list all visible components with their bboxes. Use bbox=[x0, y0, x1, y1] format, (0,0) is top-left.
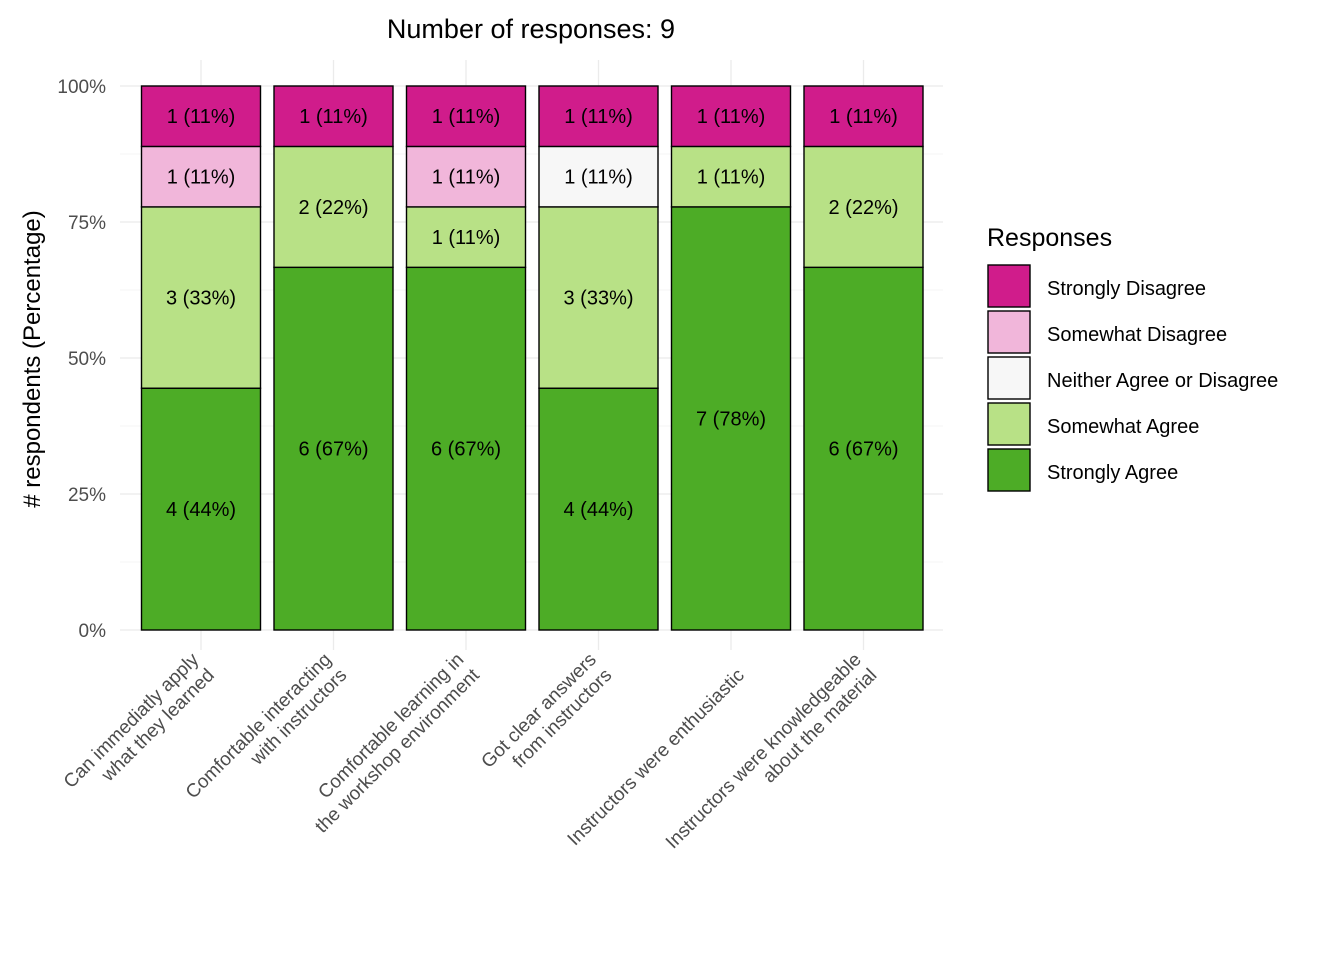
bars: 4 (44%) 3 (33%) 1 (11%) 1 (11%) 6 (67%) 2 (22… bbox=[140, 85, 924, 631]
bar-data-label: 1 (11%) bbox=[829, 106, 898, 128]
bar-data-label: 4 (44%) bbox=[563, 499, 633, 521]
y-tick-label: 100% bbox=[57, 77, 106, 98]
bar-segment bbox=[273, 266, 394, 631]
bar-segment bbox=[140, 206, 262, 389]
bar-segment bbox=[803, 266, 924, 631]
bar-data-label: 1 (11%) bbox=[697, 106, 766, 128]
bar-segment bbox=[140, 145, 262, 208]
legend-key bbox=[987, 310, 1031, 354]
y-tick-label: 50% bbox=[68, 349, 106, 370]
bar-segment bbox=[803, 85, 924, 148]
legend-label: Somewhat Agree bbox=[1047, 416, 1199, 438]
legend-title: Responses bbox=[987, 224, 1112, 252]
legend-key bbox=[987, 356, 1031, 400]
bar-segment bbox=[538, 206, 659, 389]
bar-data-label: 2 (22%) bbox=[828, 197, 898, 219]
bar-segment bbox=[140, 85, 262, 148]
legend-key bbox=[987, 264, 1031, 308]
y-tick-label: 0% bbox=[79, 621, 107, 642]
bar-data-label: 1 (11%) bbox=[167, 167, 236, 189]
legend-key bbox=[987, 448, 1031, 492]
bar-data-label: 1 (11%) bbox=[697, 167, 766, 189]
x-tick-label-line: Can immediatly apply bbox=[60, 649, 204, 793]
bar-data-label: 3 (33%) bbox=[563, 288, 633, 310]
bar-segment bbox=[405, 266, 527, 631]
bar-segment bbox=[405, 206, 527, 269]
legend-label: Neither Agree or Disagree bbox=[1047, 370, 1278, 392]
bar-data-label: 1 (11%) bbox=[432, 227, 501, 249]
bar-data-label: 3 (33%) bbox=[166, 288, 236, 310]
legend-key bbox=[987, 402, 1031, 446]
bar-data-label: 7 (78%) bbox=[696, 408, 766, 430]
bar-segment bbox=[538, 145, 659, 208]
bar-data-label: 6 (67%) bbox=[298, 439, 368, 461]
bar-segment bbox=[140, 387, 262, 631]
bar-segment bbox=[405, 145, 527, 208]
legend: Strongly Disagree Somewhat Disagree Neithe… bbox=[987, 264, 1278, 492]
bar-segment bbox=[273, 85, 394, 148]
bar-data-label: 6 (67%) bbox=[431, 439, 501, 461]
bar-segment bbox=[538, 85, 659, 148]
bar-segment bbox=[405, 85, 527, 148]
bar-data-label: 2 (22%) bbox=[298, 197, 368, 219]
legend-label: Somewhat Disagree bbox=[1047, 324, 1227, 346]
chart-title: Number of responses: 9 bbox=[387, 14, 675, 44]
bar-data-label: 1 (11%) bbox=[432, 167, 501, 189]
bar-data-label: 1 (11%) bbox=[167, 106, 236, 128]
bar-segment bbox=[670, 85, 792, 148]
bar-data-label: 1 (11%) bbox=[564, 167, 633, 189]
x-tick-label-line: Instructors were knowledgeable bbox=[662, 649, 866, 853]
y-tick-label: 25% bbox=[68, 485, 106, 506]
bar-segment bbox=[670, 145, 792, 208]
bar-data-label: 1 (11%) bbox=[564, 106, 633, 128]
bar-data-label: 1 (11%) bbox=[432, 106, 501, 128]
bar-segment bbox=[803, 145, 924, 269]
y-axis-ticks: 0% 25% 50% 75% 100% bbox=[57, 77, 106, 642]
bar-segment bbox=[273, 145, 394, 269]
bar-data-label: 1 (11%) bbox=[299, 106, 368, 128]
bar-segment bbox=[670, 206, 792, 631]
bar-data-label: 4 (44%) bbox=[166, 499, 236, 521]
y-tick-label: 75% bbox=[68, 213, 106, 234]
bar-data-label: 6 (67%) bbox=[828, 439, 898, 461]
legend-label: Strongly Agree bbox=[1047, 462, 1178, 484]
bar-segment bbox=[538, 387, 659, 631]
legend-label: Strongly Disagree bbox=[1047, 278, 1206, 300]
y-axis-title: # respondents (Percentage) bbox=[19, 210, 46, 508]
